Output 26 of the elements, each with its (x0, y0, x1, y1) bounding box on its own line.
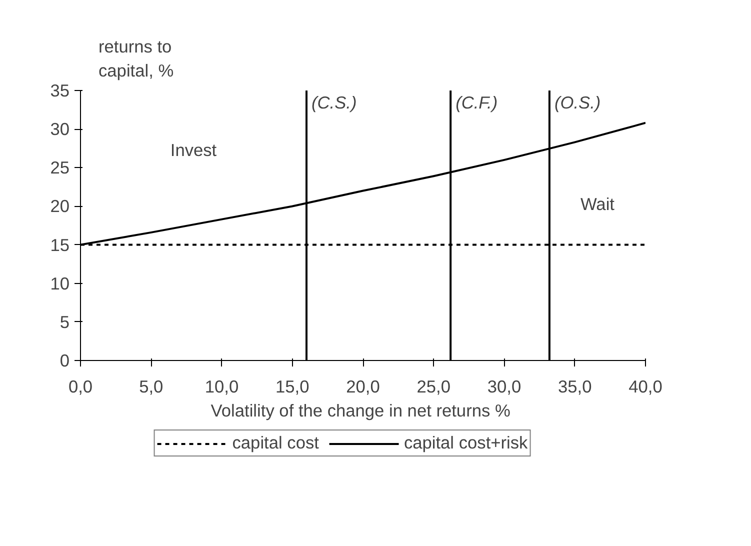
y-tick-label: 30 (50, 119, 70, 140)
x-tick-label: 0,0 (68, 376, 93, 396)
annotation: Invest (170, 140, 217, 160)
y-tick-label: 5 (60, 312, 70, 332)
annotation: Wait (580, 194, 615, 214)
ref-line-label: (O.S.) (554, 92, 601, 112)
ref-line-label: (C.F.) (456, 92, 498, 112)
x-tick-label: 5,0 (139, 376, 164, 396)
y-tick-label: 10 (50, 273, 70, 294)
y-tick-label: 25 (50, 158, 70, 178)
ref-line-label: (C.S.) (312, 92, 357, 112)
y-tick-label: 35 (50, 80, 70, 100)
x-tick-label: 20,0 (346, 376, 380, 396)
x-tick-label: 10,0 (204, 376, 239, 396)
legend-label: capital cost+risk (404, 432, 528, 454)
y-tick-label: 20 (50, 196, 70, 216)
x-tick-label: 40,0 (628, 376, 662, 396)
y-axis-title: returns to capital, % (98, 36, 174, 80)
x-axis-title: Volatility of the change in net returns % (210, 400, 510, 420)
x-tick-label: 35,0 (558, 376, 592, 396)
x-tick-label: 25,0 (416, 376, 450, 396)
x-tick-label: 15,0 (276, 376, 310, 396)
y-tick-label: 15 (50, 234, 70, 255)
legend-label: capital cost (232, 432, 319, 454)
x-tick-label: 30,0 (487, 376, 522, 396)
y-tick-label: 0 (60, 350, 70, 370)
